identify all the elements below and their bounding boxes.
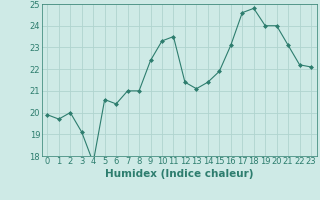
X-axis label: Humidex (Indice chaleur): Humidex (Indice chaleur) — [105, 169, 253, 179]
